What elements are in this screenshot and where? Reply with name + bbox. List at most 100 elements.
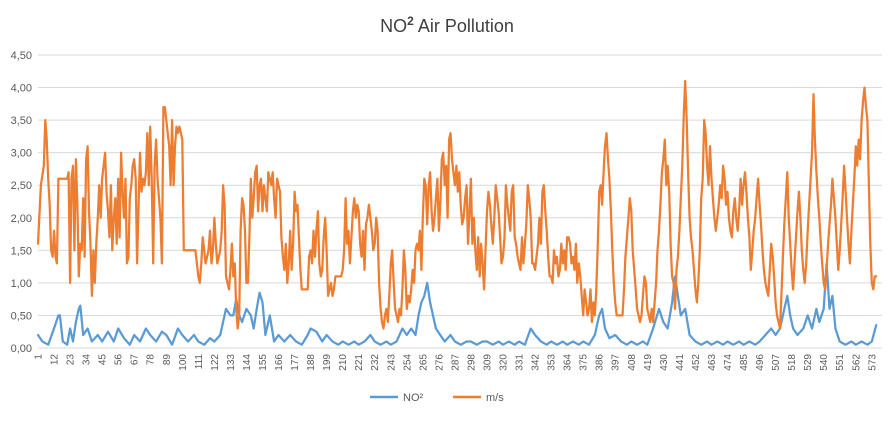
x-tick-label: 111 xyxy=(194,354,205,370)
x-tick-label: 67 xyxy=(130,354,141,366)
x-tick: 155 xyxy=(258,354,269,371)
x-tick-label: 573 xyxy=(867,354,878,371)
x-tick-label: 375 xyxy=(579,354,590,371)
x-tick-label: 232 xyxy=(370,354,381,371)
x-tick: 419 xyxy=(643,354,654,371)
x-tick: 89 xyxy=(162,354,173,366)
x-tick-label: 507 xyxy=(771,354,782,371)
x-tick-label: 298 xyxy=(466,354,477,371)
x-tick-label: 419 xyxy=(643,354,654,371)
x-tick: 529 xyxy=(803,354,814,371)
x-tick: 100 xyxy=(178,354,189,371)
x-tick: 166 xyxy=(274,354,285,371)
x-tick: 386 xyxy=(595,354,606,371)
series-lines xyxy=(36,79,878,346)
x-tick: 122 xyxy=(210,354,221,371)
y-tick-label: 0,50 xyxy=(11,310,32,322)
x-tick: 562 xyxy=(851,354,862,371)
x-tick: 23 xyxy=(66,354,77,366)
x-tick-label: 23 xyxy=(66,354,77,366)
x-tick: 144 xyxy=(242,354,253,371)
x-tick: 353 xyxy=(547,354,558,371)
x-tick-label: 56 xyxy=(114,354,125,366)
x-tick: 298 xyxy=(466,354,477,371)
x-tick-label: 485 xyxy=(739,354,750,371)
chart-title-rest: Air Pollution xyxy=(414,16,514,36)
x-tick-label: 496 xyxy=(755,354,766,371)
y-axis-ticks: 0,00 0,50 1,00 1,50 2,00 2,50 3,00 3,50 4,00 4,50 xyxy=(11,50,32,355)
x-tick-label: 430 xyxy=(659,354,670,371)
x-tick: 518 xyxy=(787,354,798,371)
x-tick-label: 342 xyxy=(531,354,542,371)
x-tick-label: 254 xyxy=(402,354,413,371)
x-tick: 177 xyxy=(290,354,301,371)
y-tick-label: 4,00 xyxy=(11,83,32,95)
x-tick-label: 78 xyxy=(146,354,157,366)
x-tick: 331 xyxy=(515,354,526,371)
x-tick: 67 xyxy=(130,354,141,366)
x-tick-label: 1 xyxy=(34,354,45,360)
y-tick-label: 1,00 xyxy=(11,278,32,290)
x-tick: 111 xyxy=(194,354,205,370)
x-tick-label: 89 xyxy=(162,354,173,366)
x-tick: 188 xyxy=(306,354,317,371)
x-tick-label: 210 xyxy=(338,354,349,371)
x-axis-ticks: 1 12 23 34 45 56 67 78 89 100 111 122 133 144 155 166 17… xyxy=(34,354,879,371)
x-tick-label: 331 xyxy=(515,354,526,371)
chart-title: NO2 Air Pollution xyxy=(380,14,514,36)
x-tick: 78 xyxy=(146,354,157,366)
x-tick: 199 xyxy=(322,354,333,371)
x-tick-label: 562 xyxy=(851,354,862,371)
x-tick: 408 xyxy=(627,354,638,371)
x-tick: 364 xyxy=(563,354,574,371)
x-tick: 551 xyxy=(835,354,846,371)
x-tick: 254 xyxy=(402,354,413,371)
y-tick-label: 3,00 xyxy=(11,148,32,160)
x-tick: 441 xyxy=(675,354,686,371)
x-tick-label: 540 xyxy=(819,354,830,371)
series-line-wind-speed xyxy=(36,79,878,330)
x-tick: 34 xyxy=(82,354,93,366)
legend-label: NO² xyxy=(403,392,424,404)
x-tick: 1 xyxy=(34,354,45,360)
x-tick-label: 199 xyxy=(322,354,333,371)
x-tick-label: 122 xyxy=(210,354,221,371)
y-tick-label: 1,50 xyxy=(11,245,32,257)
y-tick-label: 0,00 xyxy=(11,343,32,355)
x-tick-label: 265 xyxy=(418,354,429,371)
x-tick: 210 xyxy=(338,354,349,371)
x-tick: 540 xyxy=(819,354,830,371)
x-tick: 397 xyxy=(611,354,622,371)
legend-label: m/s xyxy=(486,392,504,404)
x-tick: 276 xyxy=(434,354,445,371)
x-tick-label: 155 xyxy=(258,354,269,371)
x-tick: 573 xyxy=(867,354,878,371)
chart-title-sup: 2 xyxy=(407,14,414,28)
x-tick-label: 188 xyxy=(306,354,317,371)
x-tick: 56 xyxy=(114,354,125,366)
y-tick-label: 4,50 xyxy=(11,50,32,62)
chart-title-main: NO xyxy=(380,16,407,36)
x-tick-label: 551 xyxy=(835,354,846,371)
x-tick: 287 xyxy=(450,354,461,371)
x-tick: 45 xyxy=(98,354,109,366)
x-tick-label: 144 xyxy=(242,354,253,371)
x-tick: 12 xyxy=(50,354,61,366)
x-tick: 463 xyxy=(707,354,718,371)
x-tick: 430 xyxy=(659,354,670,371)
y-tick-label: 3,50 xyxy=(11,115,32,127)
x-tick-label: 287 xyxy=(450,354,461,371)
x-tick-label: 133 xyxy=(226,354,237,371)
x-tick-label: 34 xyxy=(82,354,93,366)
x-tick: 496 xyxy=(755,354,766,371)
x-tick-label: 276 xyxy=(434,354,445,371)
x-tick: 133 xyxy=(226,354,237,371)
x-tick-label: 45 xyxy=(98,354,109,366)
x-tick-label: 12 xyxy=(50,354,61,366)
x-tick-label: 408 xyxy=(627,354,638,371)
x-tick: 309 xyxy=(482,354,493,371)
y-tick-label: 2,50 xyxy=(11,180,32,192)
y-tick-label: 2,00 xyxy=(11,213,32,225)
